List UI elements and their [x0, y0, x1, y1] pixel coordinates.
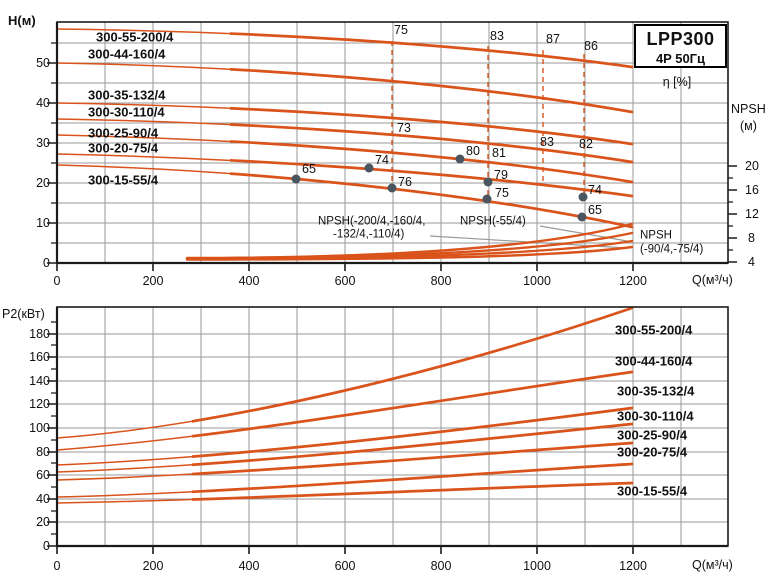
top-x-axis-label: Q(м³/ч): [692, 273, 733, 287]
npsh-curve-90-75: [185, 245, 634, 261]
top-y-axis-label: Н(м): [8, 13, 36, 28]
npsh-curves: [185, 222, 634, 261]
npsh-axis-label: NPSH: [731, 102, 766, 116]
bottom-x-axis-label: Q(м³/ч): [692, 558, 733, 572]
pump-model-title: LPP300: [646, 29, 715, 49]
efficiency-unit-label: η [%]: [662, 75, 692, 89]
top-chart-frame: [47, 21, 737, 271]
npsh-axis-unit: (м): [740, 119, 757, 133]
bottom-chart-frame: [47, 306, 729, 554]
efficiency-dashed-guides: [391, 41, 585, 199]
title-box: LPP300 4P 50Гц: [634, 24, 727, 68]
p2-q-curves: [56, 306, 634, 504]
pump-spec: 4P 50Гц: [655, 51, 706, 66]
h-q-curves: [56, 28, 634, 229]
bottom-y-axis-label: P2(кВт): [2, 307, 45, 321]
